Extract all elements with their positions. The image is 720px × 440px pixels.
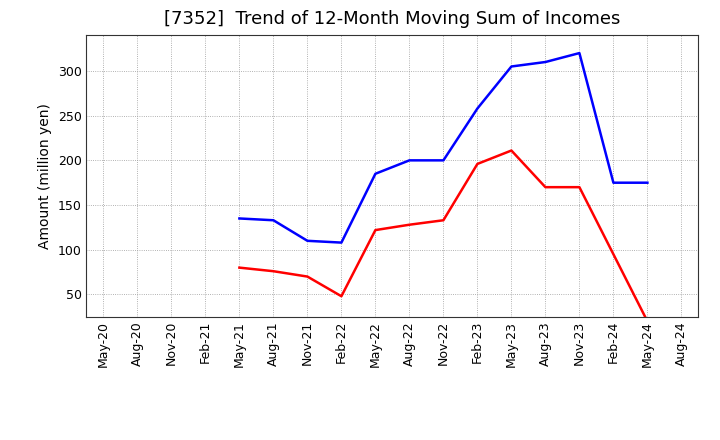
Ordinary Income [405,158,414,163]
Net Income [575,184,584,190]
Ordinary Income [473,106,482,111]
Ordinary Income [269,218,278,223]
Net Income [643,319,652,324]
Ordinary Income [235,216,243,221]
Ordinary Income [337,240,346,245]
Ordinary Income [541,59,550,65]
Ordinary Income [643,180,652,185]
Net Income [405,222,414,227]
Net Income [541,184,550,190]
Net Income [235,265,243,270]
Net Income [371,227,379,233]
Net Income [473,161,482,167]
Ordinary Income [303,238,312,243]
Net Income [439,218,448,223]
Ordinary Income [609,180,618,185]
Ordinary Income [507,64,516,69]
Net Income [303,274,312,279]
Net Income [507,148,516,153]
Net Income [337,293,346,299]
Line: Net Income: Net Income [239,150,647,321]
Net Income [269,268,278,274]
Ordinary Income [439,158,448,163]
Ordinary Income [575,51,584,56]
Line: Ordinary Income: Ordinary Income [239,53,647,242]
Y-axis label: Amount (million yen): Amount (million yen) [38,103,52,249]
Title: [7352]  Trend of 12-Month Moving Sum of Incomes: [7352] Trend of 12-Month Moving Sum of I… [164,10,621,28]
Ordinary Income [371,171,379,176]
